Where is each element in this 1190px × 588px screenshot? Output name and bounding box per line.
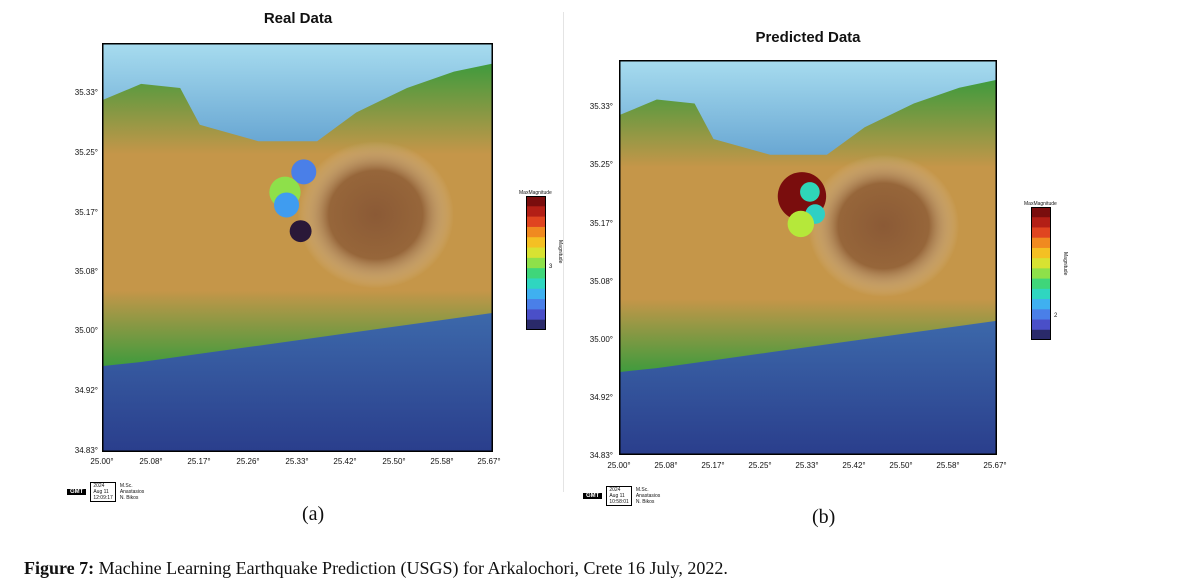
- x-tick: 25.58°: [430, 457, 454, 466]
- x-tick: 25.58°: [936, 461, 960, 470]
- colorbar-segment: [1031, 278, 1051, 290]
- x-tick: 25.50°: [382, 457, 406, 466]
- gmt-logo: GMT: [583, 493, 603, 499]
- x-tick: 25.00°: [90, 457, 114, 466]
- colorbar-segment: [1031, 299, 1051, 310]
- subfigure-label: (b): [812, 506, 836, 528]
- colorbar-segment: [1031, 258, 1051, 269]
- colorbar-segment: [1031, 329, 1051, 341]
- colorbar-segment: [526, 226, 546, 238]
- map-border: [619, 60, 997, 455]
- colorbar-segment: [1031, 319, 1051, 331]
- colorbar-side-label: Magnitude: [557, 240, 563, 264]
- colorbar-segment: [526, 268, 546, 279]
- colorbar-segment: [1031, 217, 1051, 228]
- colorbar-segment: [526, 196, 546, 207]
- map-border: [102, 43, 493, 452]
- mountain-range: [808, 154, 960, 297]
- caption-text: Machine Learning Earthquake Prediction (…: [98, 558, 728, 578]
- colorbar-segment: [1031, 268, 1051, 280]
- earthquake-event-marker: [291, 159, 317, 185]
- gmt-logo: GMT: [67, 489, 87, 495]
- colorbar-segment: [1031, 207, 1051, 218]
- x-tick: 25.67°: [477, 457, 501, 466]
- y-tick: 34.92°: [589, 393, 613, 402]
- land-area: [102, 63, 493, 367]
- y-tick: 35.25°: [589, 160, 613, 169]
- colorbar-title: MaxMagnitude: [1024, 201, 1057, 207]
- x-tick: 25.42°: [842, 461, 866, 470]
- y-tick: 35.33°: [589, 102, 613, 111]
- x-tick: 25.17°: [701, 461, 725, 470]
- colorbar-segment: [526, 257, 546, 269]
- gmt-stamp: GMT 2024 Aug 11 10:58:01 M.Sc. Anastasio…: [583, 486, 660, 506]
- x-tick: 25.50°: [889, 461, 913, 470]
- colorbar-segment: [526, 216, 546, 228]
- gmt-stamp: GMT 2024 Aug 11 12:09:17 M.Sc. Anastasio…: [67, 482, 144, 502]
- panel-title: Predicted Data: [755, 29, 861, 46]
- colorbar-segment: [526, 237, 546, 249]
- figure-caption: Figure 7: Machine Learning Earthquake Pr…: [24, 558, 728, 579]
- colorbar-border: [526, 196, 546, 330]
- colorbar-tick: 2: [1054, 313, 1058, 319]
- colorbar-border: [1031, 207, 1051, 340]
- colorbar-segment: [526, 299, 546, 310]
- x-tick: 25.25°: [748, 461, 772, 470]
- x-tick: 25.08°: [139, 457, 163, 466]
- colorbar-segment: [526, 247, 546, 259]
- earthquake-event-marker: [800, 182, 820, 202]
- y-tick: 35.25°: [74, 148, 98, 157]
- earthquake-event-marker: [289, 220, 312, 243]
- y-tick: 35.17°: [589, 219, 613, 228]
- map-predicted-data: [619, 60, 997, 455]
- colorbar-segment: [526, 319, 546, 331]
- y-tick: 35.17°: [74, 208, 98, 217]
- x-tick: 25.33°: [285, 457, 309, 466]
- panel-divider: [563, 12, 564, 492]
- colorbar-tick: 3: [549, 264, 553, 270]
- mountain-range: [297, 141, 454, 289]
- earthquake-event-marker: [787, 210, 815, 238]
- x-tick: 25.67°: [983, 461, 1007, 470]
- gmt-author: M.Sc. Anastasios N. Bikos: [119, 483, 145, 501]
- colorbar: [1031, 207, 1051, 341]
- y-tick: 35.33°: [74, 88, 98, 97]
- caption-label: Figure 7:: [24, 558, 95, 578]
- earthquake-event-marker: [274, 192, 300, 218]
- x-tick: 25.26°: [236, 457, 260, 466]
- x-tick: 25.08°: [654, 461, 678, 470]
- colorbar-title: MaxMagnitude: [519, 190, 552, 196]
- x-tick: 25.42°: [333, 457, 357, 466]
- x-tick: 25.17°: [187, 457, 211, 466]
- colorbar-segment: [1031, 247, 1051, 259]
- gmt-timestamp: 2024 Aug 11 12:09:17: [90, 482, 116, 502]
- y-tick: 34.92°: [74, 386, 98, 395]
- colorbar-segment: [526, 206, 546, 218]
- y-tick: 35.08°: [589, 277, 613, 286]
- subfigure-label: (a): [302, 503, 325, 525]
- y-tick: 34.83°: [74, 446, 98, 455]
- colorbar-segment: [526, 278, 546, 290]
- colorbar-segment: [1031, 288, 1051, 300]
- y-tick: 35.00°: [589, 335, 613, 344]
- colorbar-segment: [1031, 309, 1051, 321]
- panel-title: Real Data: [263, 10, 333, 27]
- x-tick: 25.00°: [607, 461, 631, 470]
- colorbar-segment: [526, 288, 546, 300]
- gmt-author: M.Sc. Anastasios N. Bikos: [635, 487, 661, 505]
- gmt-timestamp: 2024 Aug 11 10:58:01: [606, 486, 632, 506]
- y-tick: 34.83°: [589, 451, 613, 460]
- colorbar-segment: [1031, 227, 1051, 239]
- colorbar-segment: [526, 309, 546, 321]
- map-real-data: [102, 43, 493, 452]
- y-tick: 35.08°: [74, 267, 98, 276]
- colorbar: [526, 196, 546, 331]
- x-tick: 25.33°: [795, 461, 819, 470]
- colorbar-segment: [1031, 237, 1051, 249]
- colorbar-side-label: Magnitude: [1062, 252, 1068, 276]
- y-tick: 35.00°: [74, 326, 98, 335]
